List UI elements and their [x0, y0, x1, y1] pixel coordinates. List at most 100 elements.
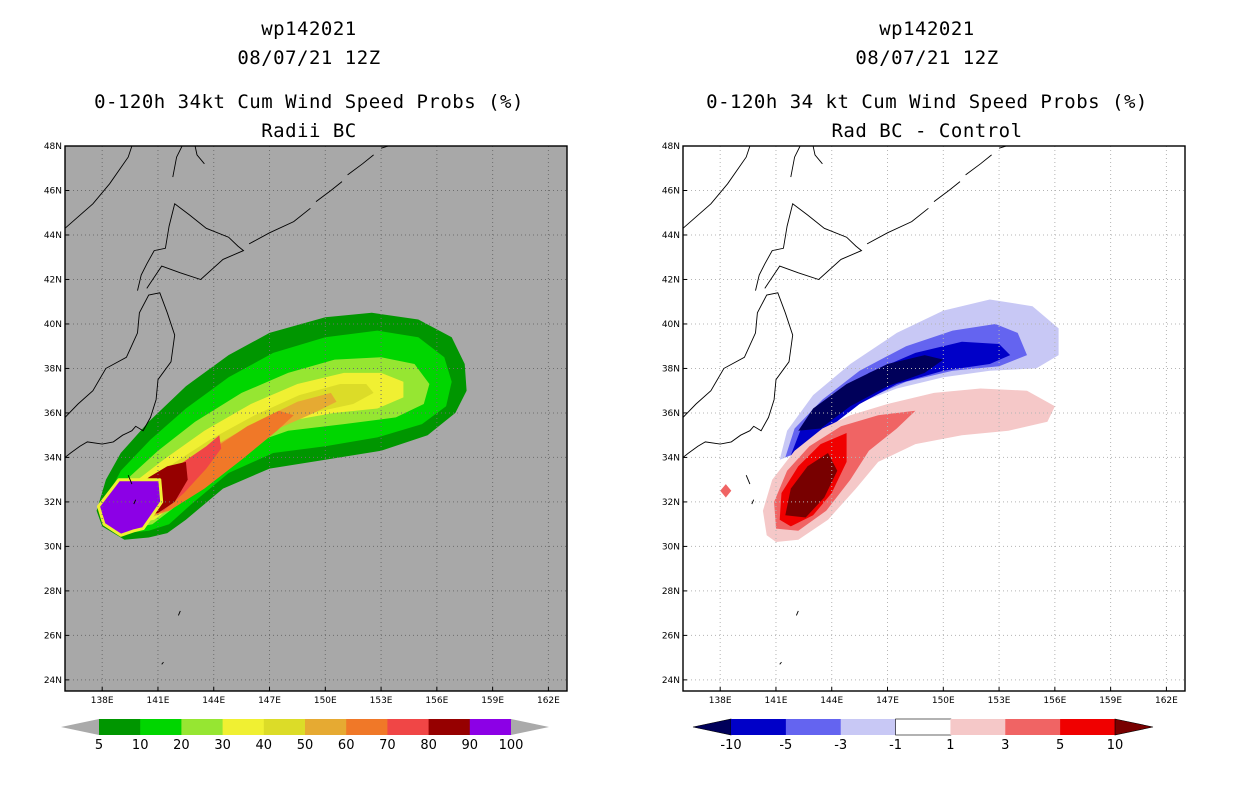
left-chart-svg: 138E 141E 144E 147E 150E 153E 156E 159E 162E 24N 2… [44, 142, 568, 753]
right-y-tick-label-5: 34N [662, 453, 680, 463]
left-plot-frame [64, 145, 568, 692]
right-colorbar-label-6: 5 [1056, 738, 1064, 753]
left-title-date: 08/07/21 12Z [237, 47, 381, 69]
left-x-tick-label-2: 144E [202, 696, 225, 706]
right-y-tick-label-10: 44N [662, 231, 680, 241]
right-colorbar-swatch-0 [731, 719, 787, 735]
left-colorbar-swatch-0 [99, 719, 141, 735]
right-coastline-4 [812, 146, 823, 165]
left-x-tick-label-4: 150E [314, 696, 337, 706]
left-colorbar-label-2: 20 [173, 738, 190, 753]
left-title-subtitle: Radii BC [261, 120, 357, 142]
left-contour-9 [97, 478, 164, 537]
left-colorbar-label-10: 100 [499, 738, 524, 753]
right-colorbar-swatch-6 [1060, 719, 1116, 735]
left-title-product: 0-120h 34kt Cum Wind Speed Probs (%) [94, 91, 524, 113]
right-colorbar-swatch-3 [895, 718, 952, 736]
left-y-tick-label-8: 40N [44, 320, 62, 330]
left-x-tick-label-3: 147E [258, 696, 281, 706]
left-coastline-12 [161, 661, 164, 665]
right-title-subtitle: Rad BC - Control [831, 120, 1023, 142]
right-coastline-0 [683, 146, 751, 229]
left-y-tick-label-10: 44N [44, 231, 62, 241]
right-y-tick-label-4: 32N [662, 498, 680, 508]
left-y-tick-label-11: 46N [44, 186, 62, 196]
right-colorbar-label-0: -10 [720, 738, 741, 753]
left-colorbar-swatch-7 [387, 719, 430, 735]
right-y-tick-label-6: 36N [662, 409, 680, 419]
left-y-tick-label-4: 32N [44, 498, 62, 508]
left-colorbar-swatch-5 [305, 719, 347, 735]
right-colorbar-label-4: 1 [946, 738, 954, 753]
right-chart-panel: wp142021 08/07/21 12Z 0-120h 34 kt Cum W… [618, 0, 1236, 800]
right-x-tick-label-7: 159E [1099, 696, 1122, 706]
left-colorbar-swatch-3 [222, 719, 265, 735]
right-chart-svg: 138E 141E 144E 147E 150E 153E 156E 159E 162E 24N 2… [662, 142, 1186, 753]
right-x-tick-label-2: 144E [820, 696, 843, 706]
right-title-product: 0-120h 34 kt Cum Wind Speed Probs (%) [706, 91, 1148, 113]
right-plot-area [683, 146, 1185, 691]
right-coastline-1 [683, 292, 794, 458]
left-coastline-10 [133, 499, 137, 505]
left-coastline-7 [347, 154, 374, 176]
left-colorbar-right-extend [511, 719, 549, 735]
right-contour-7 [785, 453, 838, 518]
left-colorbar-left-extend [61, 719, 99, 735]
right-colorbar-label-3: -1 [889, 738, 902, 753]
right-colorbar-swatch-4 [950, 719, 1006, 735]
left-y-tick-label-0: 24N [44, 676, 62, 686]
left-colorbar-label-3: 30 [214, 738, 231, 753]
left-coastline-11 [177, 610, 181, 616]
left-y-tick-label-6: 36N [44, 409, 62, 419]
left-coastline-2 [137, 203, 245, 291]
left-chart-panel: wp142021 08/07/21 12Z 0-120h 34kt Cum Wi… [44, 18, 568, 753]
right-contour-4 [762, 388, 1055, 542]
left-y-tick-label-7: 38N [44, 364, 62, 374]
left-coastline-1 [65, 292, 176, 458]
left-colorbar-label-8: 80 [420, 738, 437, 753]
left-y-tick-label-1: 26N [44, 631, 62, 641]
right-x-tick-label-3: 147E [876, 696, 899, 706]
right-colorbar-left-extend [692, 718, 732, 736]
right-coastline-11 [795, 610, 799, 616]
right-colorbar-swatch-1 [785, 719, 842, 735]
right-coastline-10 [751, 499, 755, 505]
left-x-tick-label-1: 141E [147, 696, 170, 706]
left-colorbar-label-9: 90 [462, 738, 479, 753]
right-y-tick-label-1: 26N [662, 631, 680, 641]
left-coastline-0 [65, 146, 133, 229]
left-x-tick-label-5: 153E [370, 696, 393, 706]
right-y-tick-label-11: 46N [662, 186, 680, 196]
left-y-tick-label-12: 48N [44, 142, 62, 152]
right-x-tick-label-5: 153E [988, 696, 1011, 706]
right-y-tick-label-2: 28N [662, 587, 680, 597]
right-coastline-5 [866, 207, 929, 245]
left-y-tick-label-2: 28N [44, 587, 62, 597]
right-colorbar-swatch-5 [1005, 719, 1061, 735]
left-colorbar-label-7: 70 [379, 738, 396, 753]
right-plot-frame [682, 145, 1186, 692]
left-x-tick-label-0: 138E [91, 696, 114, 706]
right-coastline-7 [965, 154, 992, 176]
left-colorbar-label-6: 60 [338, 738, 355, 753]
left-coastline-3 [172, 146, 183, 178]
right-colorbar-label-1: -5 [779, 738, 792, 753]
right-y-tick-label-8: 40N [662, 320, 680, 330]
right-y-tick-label-7: 38N [662, 364, 680, 374]
left-coastline-9 [127, 475, 133, 485]
left-colorbar-label-4: 40 [256, 738, 273, 753]
left-colorbar-label-5: 50 [297, 738, 314, 753]
left-colorbar-swatch-6 [346, 719, 388, 735]
right-colorbar-label-7: 10 [1107, 738, 1124, 753]
right-y-tick-label-9: 42N [662, 275, 680, 285]
left-colorbar-label-1: 10 [132, 738, 149, 753]
left-y-tick-label-5: 34N [44, 453, 62, 463]
right-x-tick-label-1: 141E [765, 696, 788, 706]
left-y-tick-label-3: 30N [44, 542, 62, 552]
right-coastline-9 [745, 475, 751, 485]
right-colorbar-label-5: 3 [1001, 738, 1009, 753]
right-contour-8 [720, 484, 732, 498]
left-x-tick-label-8: 162E [537, 696, 560, 706]
right-x-tick-label-6: 156E [1043, 696, 1066, 706]
left-colorbar-swatch-9 [469, 719, 512, 735]
